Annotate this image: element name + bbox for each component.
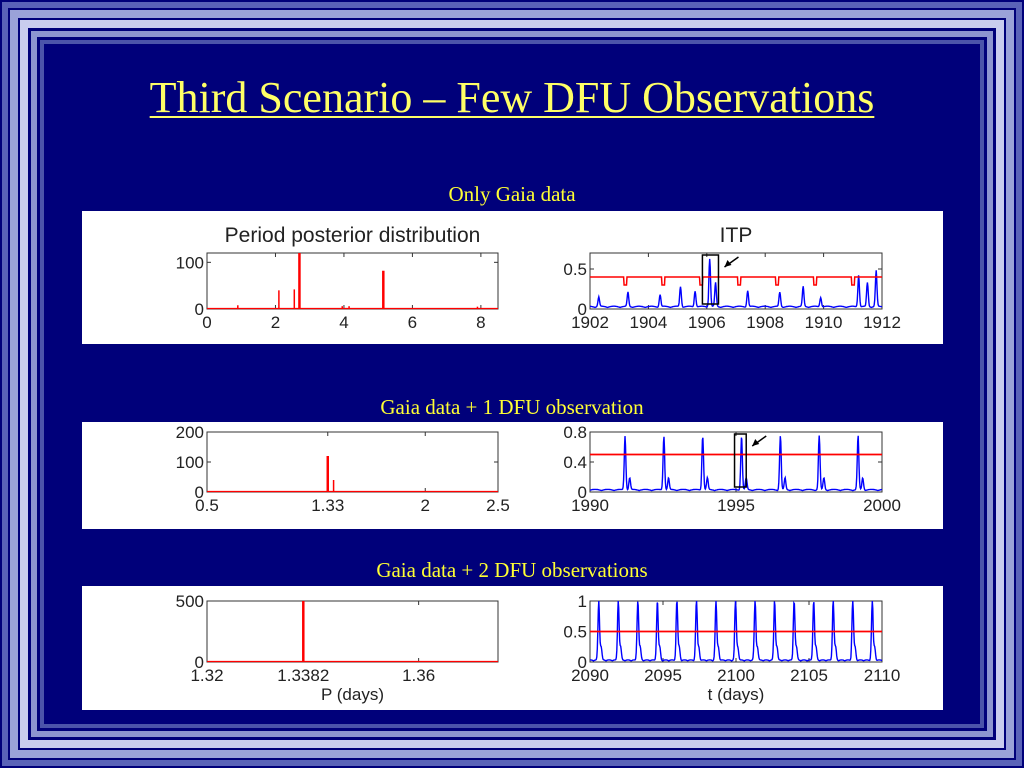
chart-1-xtick-label: 2 <box>271 313 280 332</box>
caption-two-dfu: Gaia data + 2 DFU observations <box>376 558 648 582</box>
chart-2-itp-curve <box>590 258 883 309</box>
slide-title: Third Scenario – Few DFU Observations <box>149 73 875 122</box>
chart-4-highlight-box <box>733 433 747 488</box>
chart-1-xtick-label: 4 <box>339 313 348 332</box>
chart-6-itp-curve <box>590 600 883 662</box>
caption-gaia-only: Only Gaia data <box>448 182 576 206</box>
chart-4-xtick-label: 2000 <box>863 496 901 515</box>
chart-6-xlabel: t (days) <box>708 685 765 704</box>
chart-6-ytick-label: 0.5 <box>563 623 587 642</box>
chart-3-xtick-label: 0.5 <box>195 496 219 515</box>
chart-2-axes-box <box>589 252 883 310</box>
chart-5-xtick-label: 1.32 <box>190 666 223 685</box>
chart-2-xtick-label: 1906 <box>688 313 726 332</box>
chart-4-ytick-label: 0 <box>578 483 587 502</box>
chart-2-threshold-line <box>590 276 882 286</box>
panel-two-dfu-plots: 1.32 1.3382 1.36 0 500 P (days) 2090 2095 2100 21… <box>176 592 901 704</box>
chart-6-xtick-label: 2110 <box>864 666 901 685</box>
chart-2-ytick-label: 0.5 <box>563 260 587 279</box>
chart-2-ytick-label: 0 <box>578 300 587 319</box>
chart-2-xtick-label: 1908 <box>746 313 784 332</box>
chart-4-xtick-label: 1995 <box>717 496 755 515</box>
panel-gaia-only: Period posterior distribution 0 2 4 6 8 0 100 IT… <box>82 211 943 344</box>
chart-1-ytick-label: 0 <box>195 300 204 319</box>
panel-gaia-only-plots: Period posterior distribution 0 2 4 6 8 0 100 IT… <box>176 224 901 332</box>
chart-1-ytick-label: 100 <box>176 253 204 272</box>
chart-2-xtick-label: 1912 <box>863 313 901 332</box>
chart-3-xtick-label: 2.5 <box>486 496 510 515</box>
chart-3-ytick-label: 0 <box>195 483 204 502</box>
chart-3-xtick-label: 2 <box>421 496 430 515</box>
chart-4-ytick-label: 0.8 <box>563 423 587 442</box>
chart-4-arrow-head <box>752 439 760 446</box>
chart-5-axes-box <box>206 600 499 663</box>
chart-4-itp-curve <box>589 435 883 492</box>
chart-6-xtick-label: 2105 <box>790 666 828 685</box>
chart-2-arrow-head <box>724 260 732 267</box>
chart-1-xtick-label: 8 <box>476 313 485 332</box>
chart-4-ytick-label: 0.4 <box>563 453 587 472</box>
chart-3-ytick-label: 100 <box>176 453 204 472</box>
panel-one-dfu: 0.5 1.33 2 2.5 0 100 200 1990 1995 2000 0 0.4 0.8 <box>82 422 943 529</box>
chart-3-ytick-label: 200 <box>176 423 204 442</box>
chart-1-xtick-label: 6 <box>408 313 417 332</box>
chart-2-xtick-label: 1904 <box>629 313 667 332</box>
chart-1-axes-box <box>206 252 499 310</box>
panel-one-dfu-plots: 0.5 1.33 2 2.5 0 100 200 1990 1995 2000 0 0.4 0.8 <box>176 423 901 515</box>
chart-2-title: ITP <box>720 224 753 247</box>
chart-3-axes-box <box>206 431 499 493</box>
chart-1-xtick-label: 0 <box>202 313 211 332</box>
chart-6-ytick-label: 1 <box>578 592 587 611</box>
chart-5-xtick-label: 1.3382 <box>277 666 329 685</box>
chart-5-ytick-label: 0 <box>195 653 204 672</box>
chart-2-highlight-box <box>701 254 720 305</box>
chart-4-xtick-label: 1990 <box>571 496 609 515</box>
chart-6-xtick-label: 2090 <box>571 666 609 685</box>
chart-6-xtick-label: 2100 <box>717 666 755 685</box>
chart-2-xtick-label: 1902 <box>571 313 609 332</box>
chart-4-axes-box <box>589 431 883 493</box>
chart-3-xtick-label: 1.33 <box>311 496 344 515</box>
caption-one-dfu: Gaia data + 1 DFU observation <box>380 395 644 419</box>
chart-5-xlabel: P (days) <box>321 685 384 704</box>
chart-6-ytick-label: 0 <box>578 653 587 672</box>
chart-5-ytick-label: 500 <box>176 592 204 611</box>
chart-6-xtick-label: 2095 <box>644 666 682 685</box>
chart-1-title: Period posterior distribution <box>225 224 481 247</box>
chart-5-xtick-label: 1.36 <box>402 666 435 685</box>
chart-2-xtick-label: 1910 <box>805 313 843 332</box>
panel-two-dfu: 1.32 1.3382 1.36 0 500 P (days) 2090 2095 2100 21… <box>82 586 943 710</box>
